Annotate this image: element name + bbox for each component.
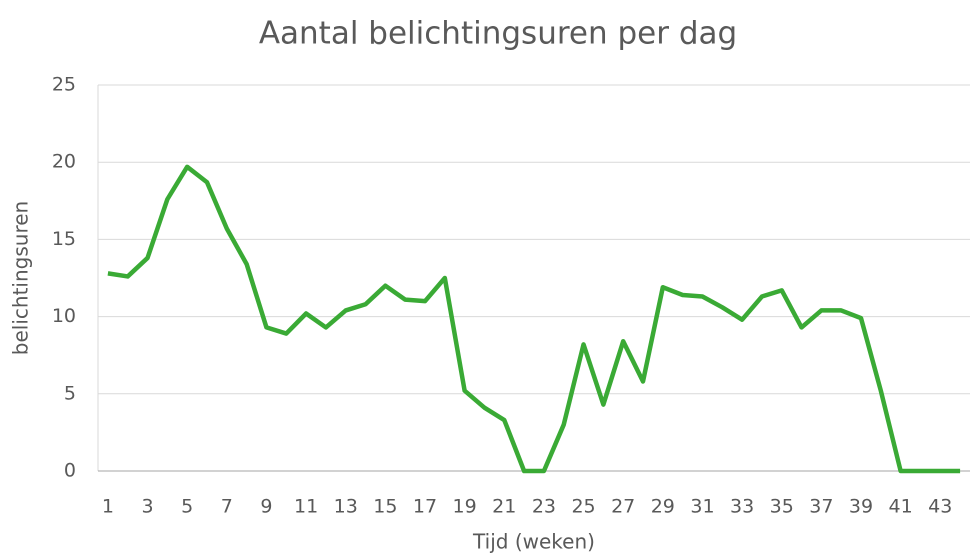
x-tick-label: 19 <box>453 496 477 518</box>
x-tick-label: 1 <box>102 496 114 518</box>
x-tick-label: 9 <box>260 496 272 518</box>
y-tick-label: 15 <box>52 228 76 250</box>
y-tick-label: 5 <box>64 382 76 404</box>
x-tick-label: 15 <box>373 496 397 518</box>
chart-title: Aantal belichtingsuren per dag <box>259 16 737 52</box>
x-tick-label: 43 <box>928 496 952 518</box>
x-tick-label: 21 <box>492 496 516 518</box>
y-tick-label: 20 <box>52 151 76 173</box>
x-tick-label: 39 <box>849 496 873 518</box>
x-tick-label: 13 <box>334 496 358 518</box>
y-axis-title: belichtingsuren <box>9 201 33 355</box>
x-tick-label: 37 <box>809 496 833 518</box>
x-tick-label: 25 <box>571 496 595 518</box>
x-tick-label: 23 <box>532 496 556 518</box>
x-tick-label: 5 <box>181 496 193 518</box>
x-axis-title: Tijd (weken) <box>472 530 595 554</box>
x-tick-label: 35 <box>770 496 794 518</box>
y-tick-label: 25 <box>52 74 76 96</box>
x-tick-label: 17 <box>413 496 437 518</box>
x-tick-label: 3 <box>141 496 153 518</box>
x-tick-label: 7 <box>221 496 233 518</box>
x-tick-label: 31 <box>690 496 714 518</box>
x-tick-label: 29 <box>651 496 675 518</box>
x-tick-label: 33 <box>730 496 754 518</box>
y-tick-label: 0 <box>64 460 76 482</box>
y-tick-label: 10 <box>52 305 76 327</box>
x-tick-label: 11 <box>294 496 318 518</box>
data-line <box>107 164 961 474</box>
x-tick-label: 27 <box>611 496 635 518</box>
x-tick-label: 41 <box>889 496 913 518</box>
